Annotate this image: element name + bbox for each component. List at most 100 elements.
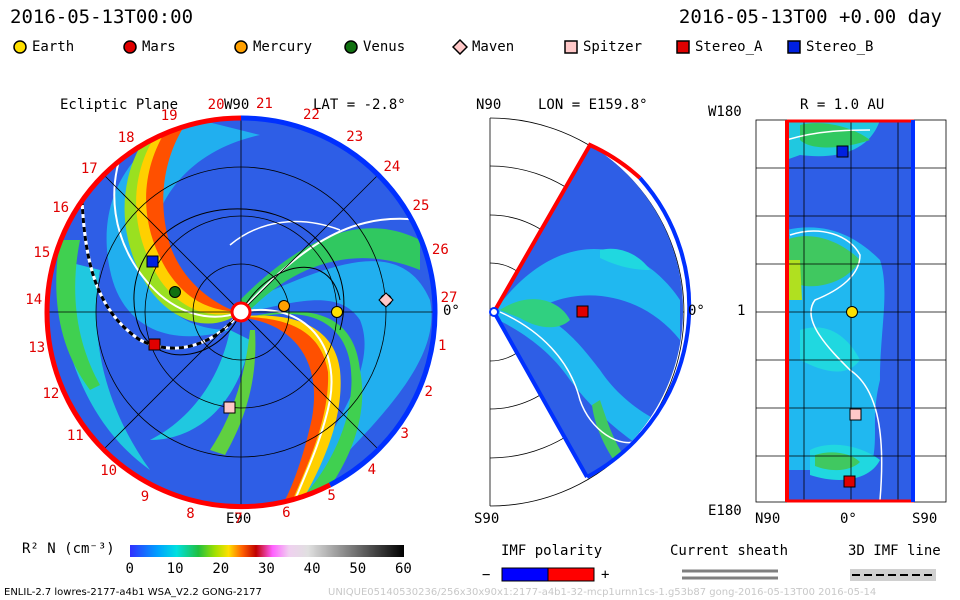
carrington-number: 23 [346,128,364,145]
carrington-number: 16 [52,200,70,217]
current-sheath-title: Current sheath [670,543,789,559]
carrington-number: 8 [186,505,195,522]
legend-item-venus: Venus [343,39,405,55]
maven-marker [378,292,394,308]
imf-minus-label: − [482,567,491,583]
legend-label: Venus [363,39,406,55]
imf-plus-label: + [601,567,610,583]
colorbar-label: R² N (cm⁻³) [22,541,115,557]
ecliptic-right-label: 0° [443,303,460,319]
spitzer-marker [223,401,236,414]
imf-polarity-title: IMF polarity [501,543,603,559]
carrington-number: 22 [303,107,320,124]
carrington-number: 7 [234,510,243,527]
legend-marker-stereo-a [676,40,690,54]
current-sheath-swatch [682,569,778,580]
shell-mid-label: 1 [737,303,746,319]
shell-stereo-b-marker [836,145,849,158]
legend-label: Mercury [253,39,313,55]
carrington-number: 14 [25,292,43,309]
earth-marker [331,306,343,318]
carrington-number: 15 [33,244,51,261]
carrington-number: 3 [400,426,409,443]
legend-marker-stereo-b [787,40,801,54]
legend-item-spitzer: Spitzer [563,39,642,55]
shell-panel [755,119,947,503]
shell-x-label-0: 0° [840,511,857,527]
shell-stereo-a-marker [843,475,856,488]
shell-spitzer-marker [849,408,862,421]
carrington-number: 26 [431,242,449,259]
meridional-right-label: 0° [688,303,705,319]
footer-left-text: ENLIL-2.7 lowres-2177-a4b1 WSA_V2.2 GONG… [4,587,262,598]
colorbar-tick-label: 30 [258,561,275,577]
ecliptic-title: Ecliptic Plane [60,97,179,113]
colorbar-tick-label: 60 [395,561,412,577]
colorbar-tick-label: 40 [303,561,321,577]
carrington-number: 12 [42,386,60,403]
legend-label: Mars [142,39,176,55]
carrington-number: 11 [66,428,84,445]
carrington-number: 1 [438,337,447,354]
meridional-top-label: N90 [476,97,502,113]
colorbar-tick-label: 10 [166,561,184,577]
venus-marker [169,286,181,298]
ecliptic-lat-label: LAT = -2.8° [313,97,406,113]
legend-marker-earth [13,40,27,54]
legend-item-earth: Earth [12,39,74,55]
legend-label: Earth [32,39,75,55]
colorbar-tick-label: 20 [212,561,230,577]
carrington-number: 9 [140,489,150,506]
legend-item-mars: Mars [122,39,176,55]
meridional-lon-label: LON = E159.8° [538,97,648,113]
shell-earth-marker [846,306,858,318]
carrington-number: 6 [282,505,291,522]
mercury-marker [278,300,290,312]
meridional-stereo-a-marker [576,305,589,318]
legend-label: Spitzer [583,39,643,55]
carrington-number: 13 [28,340,46,357]
legend-marker-mercury [234,40,248,54]
carrington-number: 5 [327,488,336,505]
sun-marker [230,301,252,323]
carrington-number: 2 [424,384,433,401]
legend-item-mercury: Mercury [233,39,312,55]
meridional-sun [489,307,499,317]
shell-title: R = 1.0 AU [800,97,885,113]
colorbar [130,545,404,557]
meridional-density-map [494,248,680,477]
carrington-number: 17 [80,161,98,178]
legend-label: Stereo_A [695,39,763,55]
stereo-b-marker [146,255,159,268]
shell-top-label: W180 [708,104,742,120]
header-datetime-left: 2016-05-13T00:00 [10,6,194,28]
legend-marker-venus [344,40,358,54]
ecliptic-top-label: W90 [224,97,250,113]
colorbar-tick-label: 50 [349,561,367,577]
legend-marker-maven [452,39,468,55]
legend-label: Maven [472,39,515,55]
imf-negative-swatch [501,567,549,582]
carrington-number: 24 [383,159,401,176]
carrington-number: 4 [367,461,377,478]
colorbar-tick-label: 0 [125,561,134,577]
legend-item-stereo-a: Stereo_A [675,39,762,55]
legend-item-maven: Maven [452,39,514,55]
meridional-panel [489,117,692,507]
ecliptic-bottom-label: E90 [226,511,252,527]
carrington-number: 10 [100,463,118,480]
carrington-number: 19 [160,107,178,124]
legend-marker-spitzer [564,40,578,54]
ecliptic-panel [44,115,438,510]
shell-x-label-n90: N90 [755,511,781,527]
carrington-number: 27 [440,289,458,306]
carrington-number: 25 [412,197,430,214]
shell-bottom-label: E180 [708,503,742,519]
legend-label: Stereo_B [806,39,874,55]
carrington-number: 21 [255,96,273,113]
stereo-a-marker [148,338,161,351]
footer-right-text: UNIQUE05140530236/256x30x90x1:2177-a4b1-… [328,587,877,598]
legend-marker-mars [123,40,137,54]
imf-positive-swatch [547,567,595,582]
